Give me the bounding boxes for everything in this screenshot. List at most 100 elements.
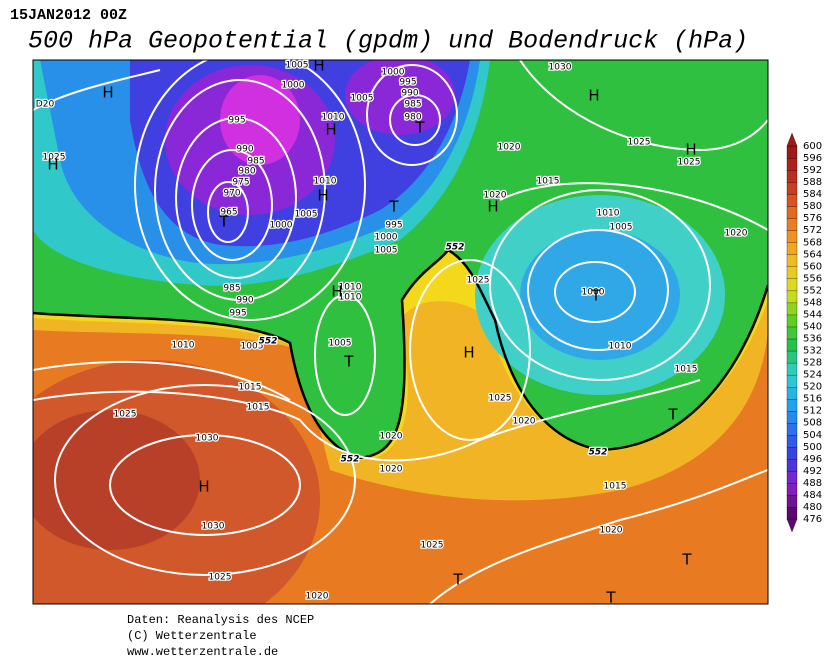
colorbar-label: 500 (803, 442, 822, 453)
low-purple-2 (345, 60, 455, 135)
map-frame (32, 59, 769, 605)
contour-552 (33, 248, 768, 460)
colorbar-segment (786, 254, 798, 267)
colorbar-label: 584 (803, 189, 822, 200)
colorbar-label: 504 (803, 430, 822, 441)
contour-label: 552 (446, 243, 465, 253)
isobar-label: 990 (236, 145, 253, 155)
colorbar-segment (786, 506, 798, 520)
isobar-label: 985 (223, 284, 240, 294)
isobar-label: 1000 (382, 68, 405, 78)
colorbar-label: 540 (803, 321, 822, 332)
contour-label: 552 (589, 448, 608, 458)
colorbar-label: 516 (803, 394, 822, 405)
pressure-center: T (605, 589, 616, 607)
date-stamp: 15JAN2012 00Z (10, 7, 127, 24)
footer: Daten: Reanalysis des NCEP (C) Wetterzent… (127, 613, 314, 659)
isobar-label: 1015 (247, 403, 270, 413)
colorbar-label: 508 (803, 418, 822, 429)
isobar-label: 1020 (600, 526, 623, 536)
colorbar-segment (786, 410, 798, 424)
isobar-label: 1020 (498, 143, 521, 153)
contour-label: 552 (259, 337, 278, 347)
colorbar-segment (786, 290, 798, 304)
pressure-center: H (487, 198, 498, 216)
pressure-center: T (388, 198, 399, 216)
colorbar-segment (786, 446, 798, 460)
isobar-label: 1010 (322, 113, 345, 123)
isobar-label: 1025 (467, 276, 490, 286)
isobar-label: 1005 (286, 61, 309, 71)
colorbar-segment (786, 326, 798, 340)
isobars (33, 60, 768, 604)
footer-line: www.wetterzentrale.de (127, 645, 278, 659)
isobar-label: 1015 (239, 383, 262, 393)
isobar-label: 1010 (314, 177, 337, 187)
isobar-label: 1025 (114, 410, 137, 420)
colorbar-segment (786, 181, 798, 195)
colorbar-segment (786, 362, 798, 376)
isobar-label: 1030 (549, 63, 572, 73)
isobar-label: 980 (404, 113, 421, 123)
colorbar-segment (786, 193, 798, 207)
colorbar-label: 556 (803, 273, 822, 284)
isobar-label: 1025 (43, 153, 66, 163)
colorbar-segment (786, 302, 798, 316)
isobar-label: 1020 (380, 465, 403, 475)
isobar-label: 1010 (339, 293, 362, 303)
contour-label: 552 (341, 455, 360, 465)
colorbar-label: 484 (803, 490, 822, 501)
isobar-label: 1010 (172, 341, 195, 351)
colorbar-label: 592 (803, 165, 822, 176)
isobar-label: 1000 (582, 288, 605, 298)
footer-line: Daten: Reanalysis des NCEP (127, 613, 314, 627)
colorbar-segment (786, 145, 798, 159)
footer-line: (C) Wetterzentrale (127, 629, 257, 643)
colorbar-label: 568 (803, 237, 822, 248)
isobar-label: 1030 (202, 522, 225, 532)
isobar-label: 985 (247, 157, 264, 167)
isobar-label: 1030 (196, 434, 219, 444)
isobar-label: 1025 (421, 541, 444, 551)
colorbar-segment (786, 157, 798, 171)
isobar-label: 1025 (209, 573, 232, 583)
colorbar-segment (786, 494, 798, 508)
colorbar-label: 532 (803, 346, 822, 357)
isobar-label: 1025 (678, 158, 701, 168)
isobar-label: D20 (36, 100, 55, 110)
isobar-label: 965 (220, 208, 237, 218)
pressure-center: H (325, 121, 336, 139)
isobar-label: 1010 (597, 209, 620, 219)
colorbar-segment (786, 470, 798, 484)
colorbar-segment (786, 386, 798, 400)
colorbar-label: 528 (803, 358, 822, 369)
colorbar-label: 492 (803, 466, 822, 477)
colorbar-segment (786, 278, 798, 292)
isobar-label: 1005 (610, 223, 633, 233)
map-title: 500 hPa Geopotential (gpdm) und Bodendru… (28, 27, 748, 56)
isobar-label: 995 (399, 78, 416, 88)
colorbar-label: 596 (803, 153, 822, 164)
colorbar-segment (786, 350, 798, 364)
pressure-center: H (313, 57, 324, 75)
isobar-label: 1005 (241, 342, 264, 352)
pressure-center: H (198, 478, 209, 496)
colorbar-segment (786, 398, 798, 412)
colorbar-label: 600 (803, 141, 822, 152)
isobar-label: 1020 (513, 417, 536, 427)
isobar-label: 995 (228, 116, 245, 126)
pressure-center: H (47, 156, 58, 174)
colorbar-segment (786, 230, 798, 243)
colorbar-segment (786, 266, 798, 280)
pressure-center: H (685, 141, 696, 159)
isobar-label: 1005 (295, 210, 318, 220)
isobar-label: 970 (223, 189, 240, 199)
isobar-label: 990 (401, 89, 418, 99)
map-field (33, 60, 768, 604)
pressure-center: T (414, 119, 425, 137)
colorbar-label: 544 (803, 309, 822, 320)
isobar-label: 1005 (329, 339, 352, 349)
isobar-label: 1020 (380, 432, 403, 442)
isobar-label: 990 (236, 296, 253, 306)
colorbar-segment (786, 206, 798, 219)
